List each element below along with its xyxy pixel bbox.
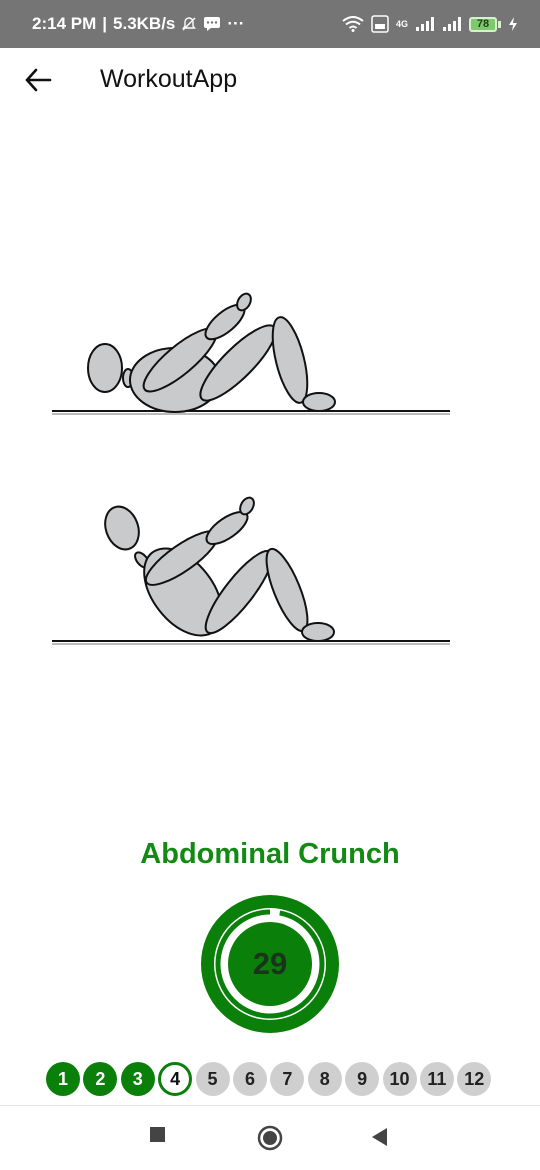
step-12: 12 [457,1062,492,1096]
figure-top [52,292,450,415]
timer-value: 29 [252,946,288,981]
step-7: 7 [270,1062,305,1096]
step-6: 6 [232,1062,267,1096]
system-nav-bar [0,1106,540,1170]
network-type: 4G [395,19,408,29]
page-title: WorkoutApp [100,65,238,93]
status-bar: 2:14 PM | 5.3KB/s ··· 4G 78 [0,0,540,48]
exercise-step-indicator: 1 2 3 4 5 6 7 8 9 10 11 12 [46,1062,492,1098]
status-separator: | [102,14,108,33]
charging-icon [508,16,518,32]
step-8: 8 [307,1062,342,1096]
recents-button[interactable] [149,1124,167,1147]
step-3: 3 [120,1062,155,1096]
status-speed: 5.3KB/s [113,14,176,33]
step-5: 5 [195,1062,230,1096]
exercise-name: Abdominal Crunch [140,838,400,870]
step-9: 9 [345,1062,380,1096]
battery-tip [498,20,501,28]
message-icon [203,16,221,32]
back-nav-button[interactable] [370,1127,390,1152]
back-button[interactable] [22,66,56,96]
signal-icon [415,16,435,32]
wifi-icon [342,16,364,32]
step-11: 11 [419,1062,454,1096]
figure-bottom [52,496,450,645]
app-bar: WorkoutApp [0,48,540,114]
step-10: 10 [382,1062,417,1096]
battery-icon: 78 [469,16,497,32]
step-4: 4 [158,1062,193,1096]
status-left: 2:14 PM | 5.3KB/s ··· [32,14,244,34]
arrow-back-icon [25,68,52,92]
circle-home-icon [257,1125,283,1151]
step-1: 1 [46,1062,80,1096]
signal-icon-2 [442,16,462,32]
triangle-back-icon [372,1128,387,1146]
more-dots-icon: ··· [227,14,245,33]
bell-off-icon [181,16,197,32]
step-2: 2 [83,1062,118,1096]
status-time: 2:14 PM [32,14,97,33]
home-button[interactable] [257,1125,283,1156]
exercise-illustration: .limb{fill:#c9cacc;stroke:#111;stroke-wi… [40,270,460,650]
timer-ring [201,895,339,1033]
square-stop-icon [150,1127,165,1142]
countdown-timer: 29 [201,895,339,1033]
nav-divider [0,1105,540,1106]
status-right: 4G 78 [342,15,518,33]
volte-icon [371,15,389,33]
